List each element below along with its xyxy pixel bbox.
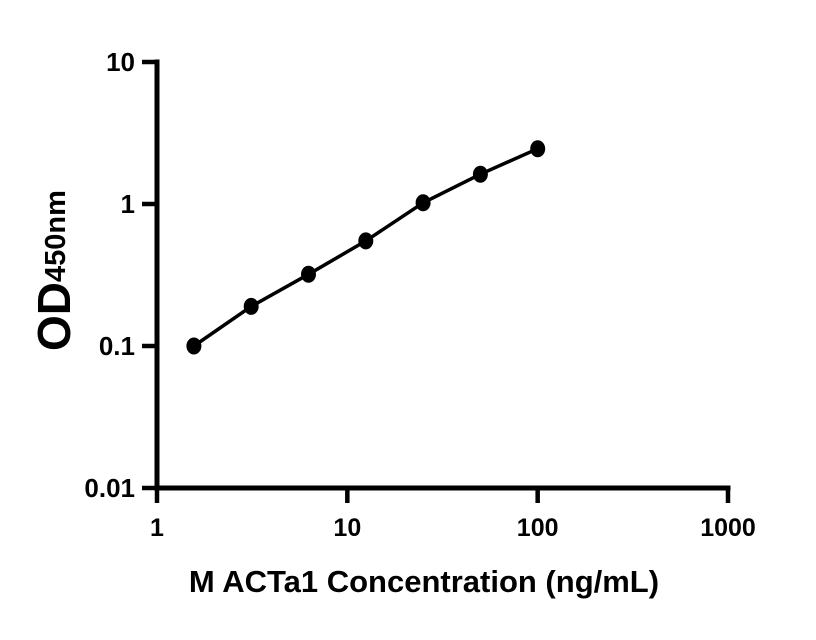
data-point-3: [301, 265, 316, 283]
data-point-1: [186, 337, 202, 355]
data-point-6: [472, 165, 488, 183]
data-point-2: [243, 297, 259, 315]
data-point-5: [415, 194, 431, 212]
y-tick-label: 1: [121, 189, 135, 219]
y-tick-label: 0.01: [84, 473, 135, 503]
x-tick-label: 1: [150, 514, 164, 542]
x-axis-title: M ACTa1 Concentration (ng/mL): [189, 564, 659, 599]
y-tick-label: 10: [106, 47, 135, 77]
y-axis-title: OD450nm: [28, 190, 80, 351]
y-axis-title-main: OD: [28, 282, 80, 351]
x-tick-label: 1000: [700, 514, 756, 542]
data-point-4: [358, 232, 374, 250]
y-tick-label: 0.1: [99, 331, 135, 361]
data-point-7: [530, 140, 546, 158]
x-tick-label: 10: [333, 514, 361, 542]
x-tick-label: 100: [517, 514, 559, 542]
y-axis-title-subscript: 450nm: [40, 190, 72, 282]
